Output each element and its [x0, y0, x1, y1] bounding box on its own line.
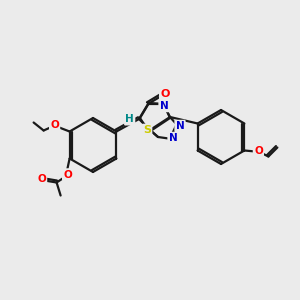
Text: O: O	[63, 169, 72, 179]
Text: N: N	[169, 133, 177, 143]
Text: N: N	[160, 101, 168, 111]
Text: H: H	[125, 114, 134, 124]
Text: N: N	[176, 121, 184, 131]
Text: S: S	[143, 125, 151, 135]
Text: O: O	[37, 175, 46, 184]
Text: O: O	[50, 121, 59, 130]
Text: O: O	[254, 146, 263, 155]
Text: O: O	[160, 89, 170, 99]
